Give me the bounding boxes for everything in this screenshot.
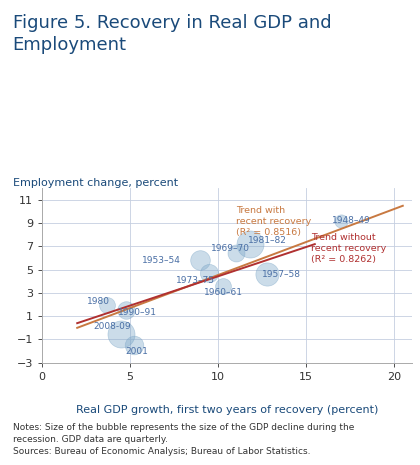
Text: Notes: Size of the bubble represents the size of the GDP decline during the
rece: Notes: Size of the bubble represents the… [13, 423, 354, 456]
Text: 2008-09: 2008-09 [94, 322, 131, 331]
Point [220, 282, 227, 290]
Point [197, 257, 204, 264]
Text: Figure 5. Recovery in Real GDP and
Employment: Figure 5. Recovery in Real GDP and Emplo… [13, 14, 331, 54]
Text: Real GDP growth, first two years of recovery (percent): Real GDP growth, first two years of reco… [76, 405, 378, 415]
Point [338, 217, 344, 225]
Text: Trend without
recent recovery
(R² = 0.8262): Trend without recent recovery (R² = 0.82… [311, 232, 386, 264]
Text: 1953–54: 1953–54 [142, 256, 181, 265]
Text: Employment change, percent: Employment change, percent [13, 178, 178, 188]
Point [104, 301, 110, 308]
Text: 1973–75: 1973–75 [176, 276, 215, 285]
Text: Trend with
recent recovery
(R² = 0.8516): Trend with recent recovery (R² = 0.8516) [236, 206, 311, 237]
Point [123, 307, 130, 314]
Text: 1960–61: 1960–61 [204, 288, 243, 298]
Text: 1990–91: 1990–91 [118, 308, 157, 317]
Text: 1948–49: 1948–49 [332, 216, 371, 226]
Text: 2001: 2001 [126, 346, 149, 356]
Text: 1957–58: 1957–58 [262, 270, 301, 279]
Point [246, 240, 253, 248]
Point [264, 271, 270, 278]
Point [118, 330, 125, 338]
Point [206, 270, 213, 277]
Text: 1980: 1980 [87, 297, 110, 306]
Point [130, 341, 137, 349]
Text: 1981–82: 1981–82 [248, 236, 287, 245]
Point [232, 250, 239, 257]
Text: 1969–70: 1969–70 [211, 244, 250, 253]
